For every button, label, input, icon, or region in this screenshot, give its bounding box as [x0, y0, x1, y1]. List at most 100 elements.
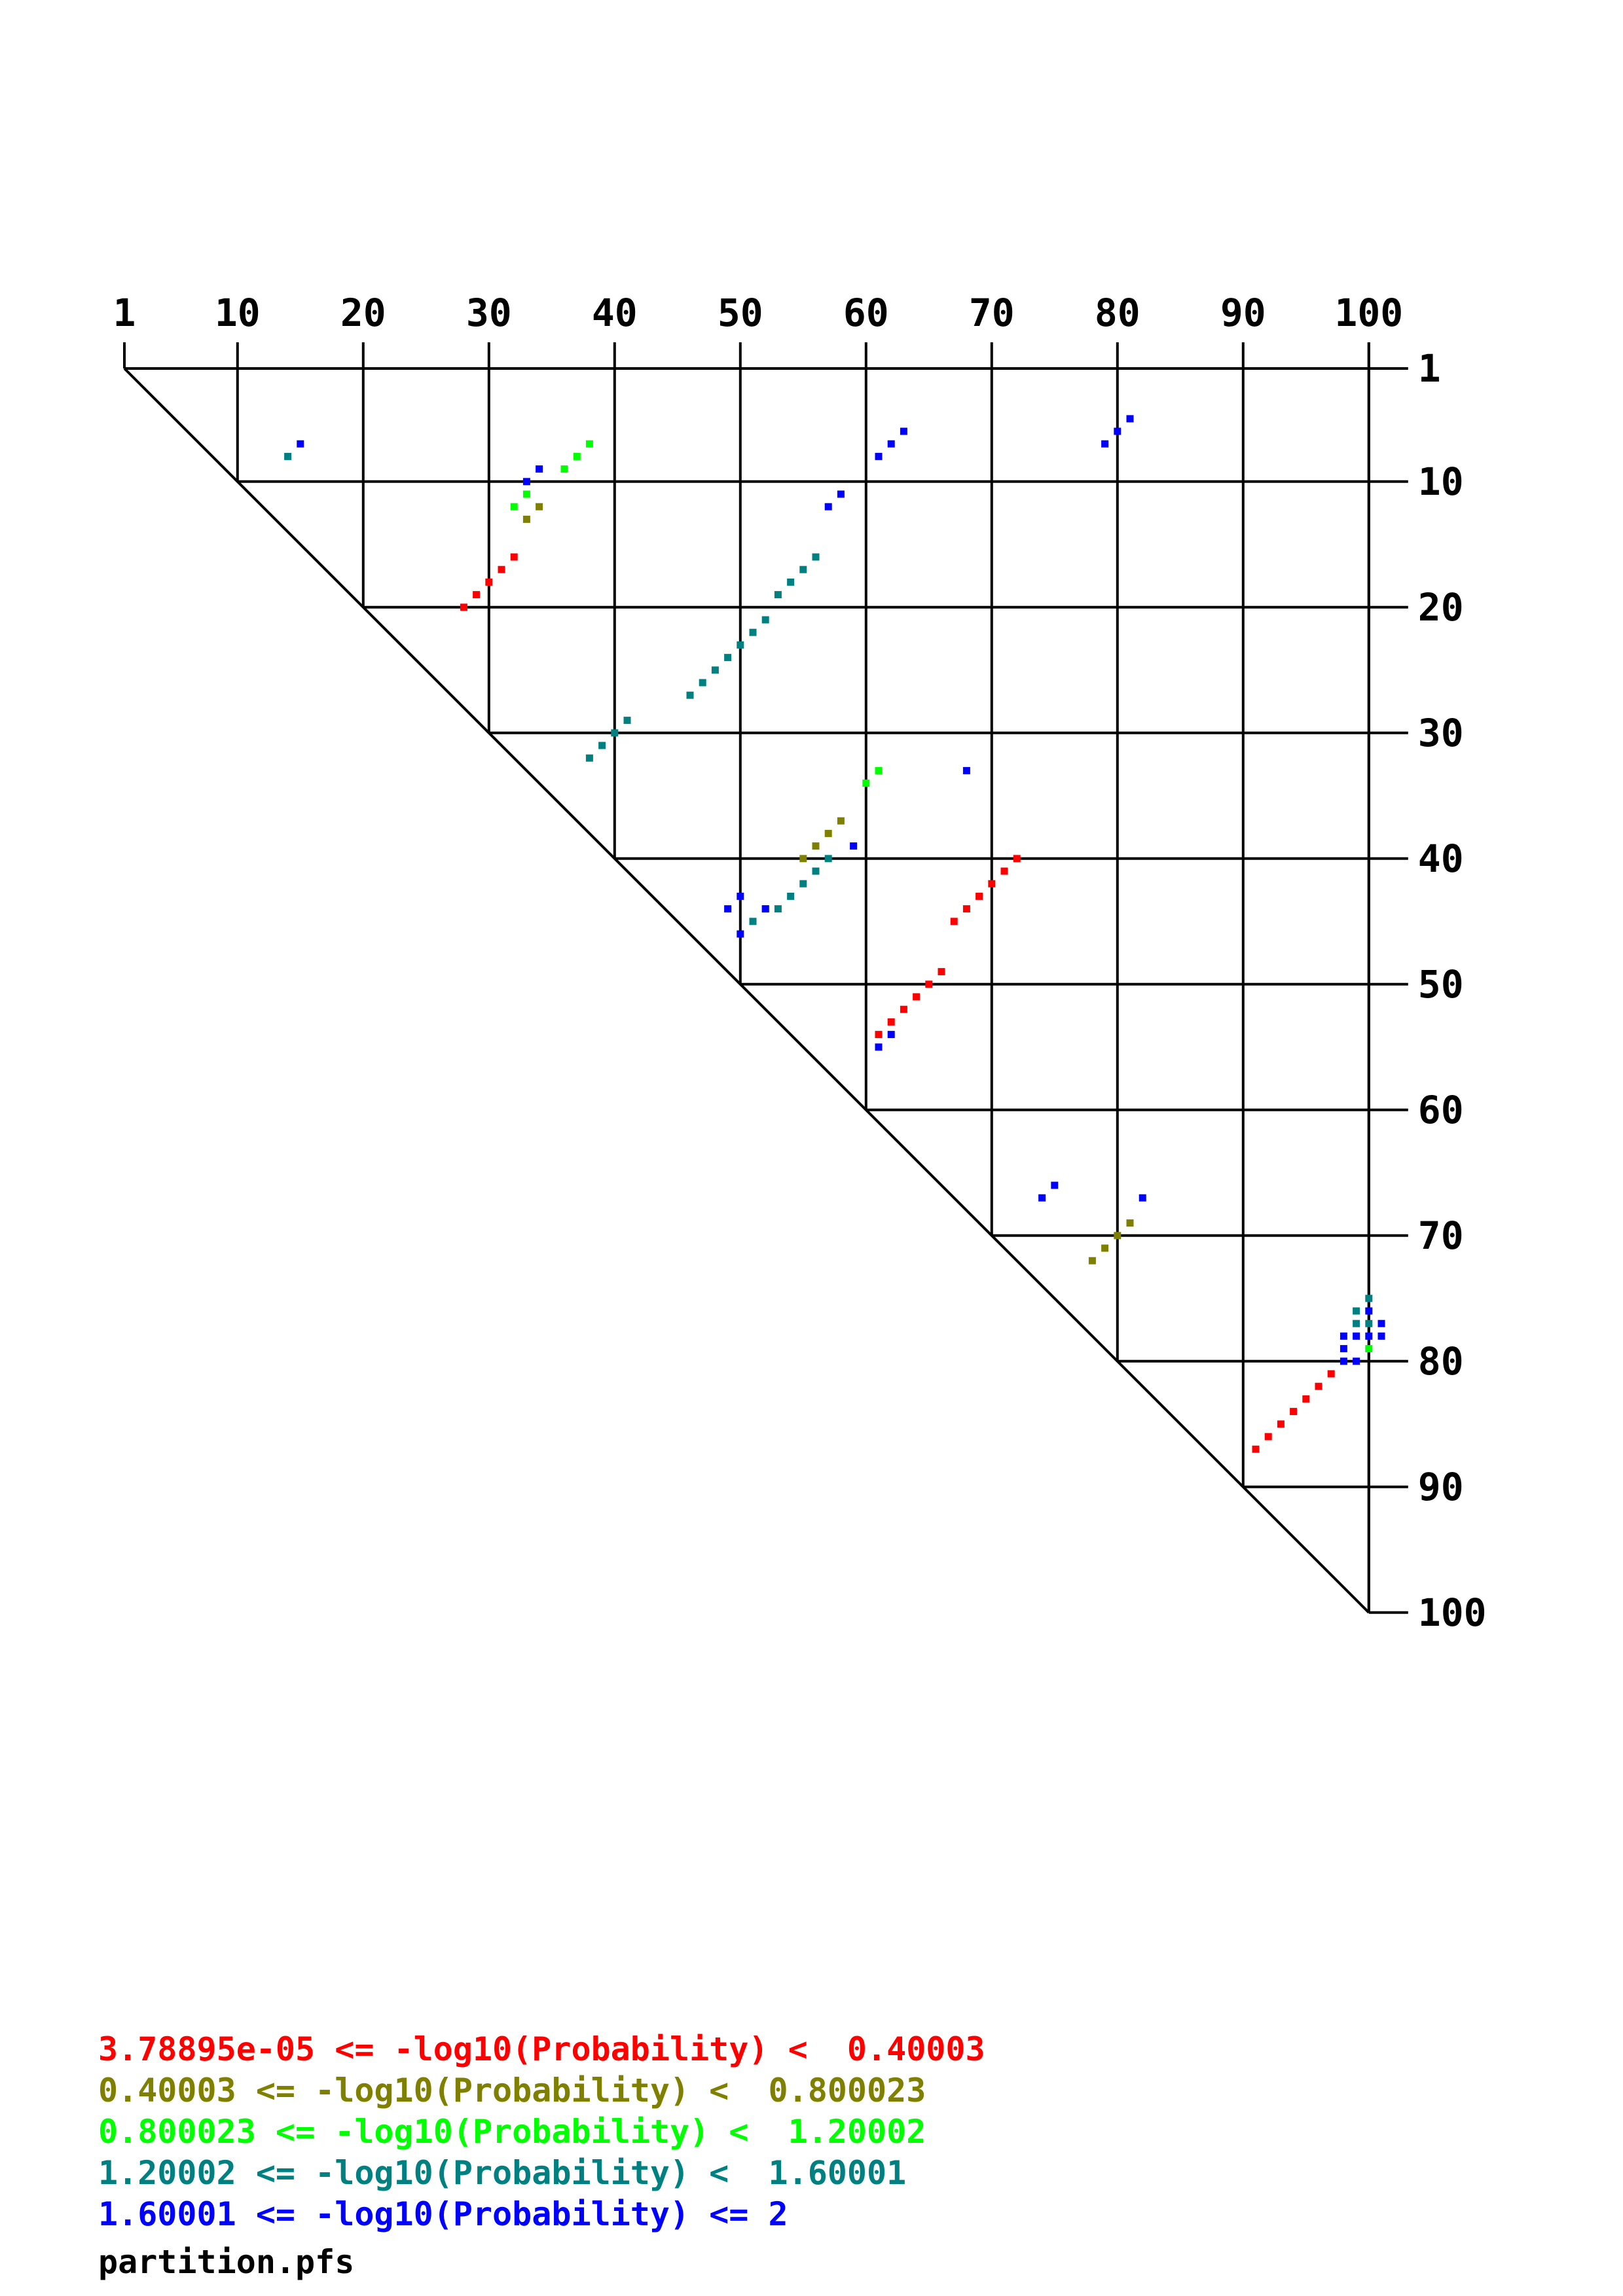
data-point-4-5: [900, 427, 907, 435]
data-point-4-8: [1101, 440, 1109, 448]
data-point-4-24: [1340, 1357, 1347, 1365]
data-point-0-23: [1327, 1370, 1335, 1378]
data-point-3-16: [749, 918, 757, 925]
y-tick-label-30: 30: [1418, 711, 1464, 755]
data-point-0-10: [938, 968, 945, 976]
y-tick-label-10: 10: [1418, 459, 1464, 504]
y-tick-label-40: 40: [1418, 836, 1464, 881]
data-point-4-11: [962, 766, 970, 774]
data-point-0-7: [900, 1005, 907, 1013]
data-point-3-6: [749, 628, 757, 636]
data-point-3-21: [812, 867, 820, 875]
data-point-0-19: [1277, 1420, 1285, 1428]
data-point-0-4: [510, 553, 518, 561]
x-tick-label-100: 100: [1334, 291, 1403, 335]
data-point-1-5: [837, 817, 845, 825]
data-point-4-13: [724, 905, 732, 913]
data-point-2-1: [522, 490, 530, 498]
y-tick-label-70: 70: [1418, 1213, 1464, 1258]
data-point-4-6: [824, 503, 832, 511]
data-point-4-10: [1126, 415, 1134, 423]
data-point-4-30: [1377, 1332, 1385, 1340]
data-point-0-20: [1290, 1408, 1298, 1416]
data-point-0-0: [460, 603, 467, 611]
data-point-4-17: [875, 1043, 883, 1051]
data-point-2-5: [862, 780, 870, 787]
data-point-3-15: [623, 717, 631, 725]
data-point-3-20: [799, 880, 807, 888]
data-point-4-14: [737, 892, 744, 900]
data-point-4-25: [1353, 1332, 1360, 1340]
data-point-3-14: [611, 729, 619, 737]
data-point-3-9: [787, 578, 795, 586]
data-point-3-22: [824, 855, 832, 863]
data-point-3-10: [799, 565, 807, 573]
data-point-3-2: [699, 679, 706, 687]
data-point-0-5: [875, 1031, 883, 1039]
x-tick-label-30: 30: [466, 291, 512, 335]
data-point-2-7: [1365, 1345, 1373, 1353]
data-point-2-0: [510, 503, 518, 511]
data-point-4-16: [761, 905, 769, 913]
data-point-0-17: [1252, 1445, 1260, 1453]
data-point-4-7: [837, 490, 845, 498]
data-point-4-15: [737, 930, 744, 938]
data-point-4-3: [875, 452, 883, 460]
data-point-3-13: [598, 742, 606, 749]
data-point-4-2: [536, 465, 543, 473]
data-point-0-1: [473, 591, 481, 599]
data-point-1-6: [1088, 1257, 1096, 1265]
data-point-3-0: [284, 452, 292, 460]
data-point-3-8: [774, 591, 782, 599]
legend-entry-3: 1.20002 <= -log10(Probability) < 1.60001: [98, 2154, 906, 2192]
data-point-0-22: [1315, 1382, 1322, 1390]
x-tick-label-20: 20: [340, 291, 386, 335]
data-point-1-9: [1126, 1219, 1134, 1227]
x-tick-label-90: 90: [1220, 291, 1266, 335]
filename-label: partition.pfs: [98, 2243, 354, 2281]
data-point-3-1: [686, 691, 694, 699]
data-point-0-13: [976, 892, 983, 900]
data-point-3-26: [1365, 1319, 1373, 1327]
data-point-1-1: [536, 503, 543, 511]
data-point-4-12: [850, 842, 858, 850]
data-point-2-6: [875, 766, 883, 774]
data-point-0-16: [1013, 855, 1021, 863]
data-point-0-9: [925, 980, 933, 988]
data-point-0-11: [950, 918, 958, 925]
data-point-3-19: [787, 892, 795, 900]
x-axis-tick-labels: 1 10 20 30 40 50 60 70 80 90 100: [113, 291, 1404, 335]
data-point-4-28: [1365, 1332, 1373, 1340]
data-point-4-27: [1365, 1307, 1373, 1315]
data-point-1-7: [1101, 1244, 1109, 1252]
data-point-0-2: [485, 578, 493, 586]
data-point-4-26: [1353, 1357, 1360, 1365]
data-point-0-6: [887, 1018, 895, 1026]
data-point-0-18: [1264, 1433, 1272, 1441]
data-point-0-12: [962, 905, 970, 913]
data-point-2-4: [585, 440, 593, 448]
data-point-4-9: [1114, 427, 1122, 435]
data-point-1-4: [824, 829, 832, 837]
x-tick-label-60: 60: [843, 291, 889, 335]
data-point-3-7: [761, 616, 769, 624]
data-point-3-25: [1365, 1295, 1373, 1302]
data-point-4-1: [522, 478, 530, 486]
probability-points: [284, 415, 1385, 1453]
data-point-4-23: [1340, 1345, 1347, 1353]
y-tick-label-60: 60: [1418, 1088, 1464, 1132]
data-point-4-0: [297, 440, 304, 448]
data-point-3-23: [1353, 1307, 1360, 1315]
data-point-0-21: [1302, 1395, 1310, 1403]
data-point-3-5: [737, 641, 744, 649]
data-point-0-3: [498, 565, 505, 573]
x-tick-label-70: 70: [969, 291, 1015, 335]
data-point-3-18: [774, 905, 782, 913]
data-point-0-14: [988, 880, 996, 888]
data-point-0-8: [913, 993, 921, 1001]
data-point-1-2: [799, 855, 807, 863]
data-point-1-0: [522, 515, 530, 523]
data-point-3-4: [724, 654, 732, 662]
data-point-4-19: [1038, 1194, 1046, 1202]
